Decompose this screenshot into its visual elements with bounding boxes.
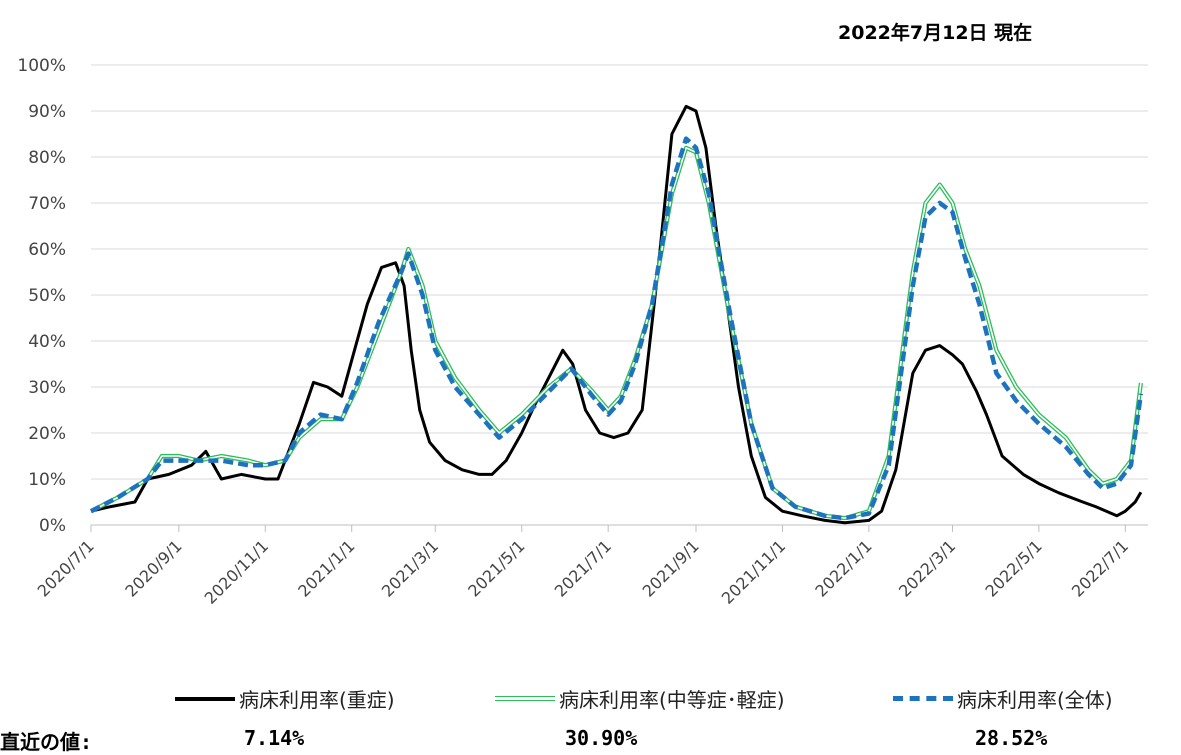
x-axis-ticks: 2020/7/1 2020/9/1 2020/11/1 2021/1/1 2021/3/… [34, 525, 1132, 608]
x-tick-label: 2022/3/1 [895, 536, 959, 600]
latest-values-label: 直近の値: [0, 730, 93, 754]
y-tick-label: 50% [28, 286, 66, 306]
x-tick-label: 2021/9/1 [639, 536, 703, 600]
y-tick-label: 40% [28, 332, 66, 352]
y-tick-label: 90% [28, 102, 66, 122]
series-0 [90, 104, 1143, 525]
x-tick-label: 2021/11/1 [718, 536, 789, 607]
y-tick-label: 10% [28, 470, 66, 490]
legend-swatch-severe [175, 693, 235, 705]
x-tick-label: 2022/1/1 [811, 536, 875, 600]
as-of-date: 2022年7月12日 現在 [838, 22, 1033, 44]
x-tick-label: 2022/7/1 [1068, 536, 1132, 600]
latest-value-severe: 7.14% [244, 726, 305, 750]
y-axis-ticks: 0% 10% 20% 30% 40% 50% 60% 70% 80% 90% 100% [17, 56, 66, 536]
gridlines [91, 64, 1148, 526]
latest-value-total: 28.52% [975, 726, 1048, 750]
y-tick-label: 70% [28, 194, 66, 214]
series-line [90, 104, 1143, 525]
x-tick-label: 2021/3/1 [378, 536, 442, 600]
x-tick-label: 2020/9/1 [121, 536, 185, 600]
x-tick-label: 2021/5/1 [464, 536, 528, 600]
legend-label-moderate: 病床利用率(中等症･軽症) [559, 688, 785, 712]
y-tick-label: 80% [28, 148, 66, 168]
legend-label-total: 病床利用率(全体) [957, 688, 1113, 712]
legend-label-severe: 病床利用率(重症) [239, 688, 395, 712]
x-tick-label: 2020/7/1 [34, 536, 98, 600]
y-tick-label: 30% [28, 378, 66, 398]
legend-item-moderate: 病床利用率(中等症･軽症) [495, 684, 785, 713]
y-tick-label: 20% [28, 424, 66, 444]
x-tick-label: 2022/5/1 [981, 536, 1045, 600]
x-tick-label: 2021/1/1 [294, 536, 358, 600]
series-lines [89, 104, 1144, 525]
y-tick-label: 100% [17, 56, 66, 76]
x-tick-label: 2021/7/1 [551, 536, 615, 600]
y-tick-label: 60% [28, 240, 66, 260]
legend-item-severe: 病床利用率(重症) [175, 684, 395, 713]
x-tick-label: 2020/11/1 [201, 536, 272, 607]
y-tick-label: 0% [39, 516, 66, 536]
latest-value-moderate: 30.90% [565, 726, 638, 750]
series-line [89, 136, 1144, 521]
line-chart: 0% 10% 20% 30% 40% 50% 60% 70% 80% 90% 100% 2020/7… [17, 56, 1148, 608]
legend-swatch-moderate [495, 693, 555, 705]
series-2 [89, 136, 1144, 521]
legend-swatch-total [893, 693, 953, 705]
legend-item-total: 病床利用率(全体) [893, 684, 1113, 713]
